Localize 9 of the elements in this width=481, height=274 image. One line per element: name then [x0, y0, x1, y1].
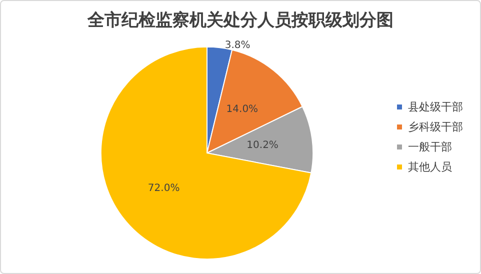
- data-label: 10.2%: [246, 140, 278, 152]
- legend-label: 乡科级干部: [408, 120, 463, 134]
- chart-title: 全市纪检监察机关处分人员按职级划分图: [86, 10, 394, 30]
- data-label: 3.8%: [224, 40, 250, 52]
- legend-label: 县处级干部: [408, 100, 463, 114]
- data-label: 72.0%: [148, 183, 180, 194]
- legend-label: 一般干部: [408, 140, 452, 154]
- legend-label: 其他人员: [408, 160, 452, 174]
- data-label: 14.0%: [226, 104, 258, 115]
